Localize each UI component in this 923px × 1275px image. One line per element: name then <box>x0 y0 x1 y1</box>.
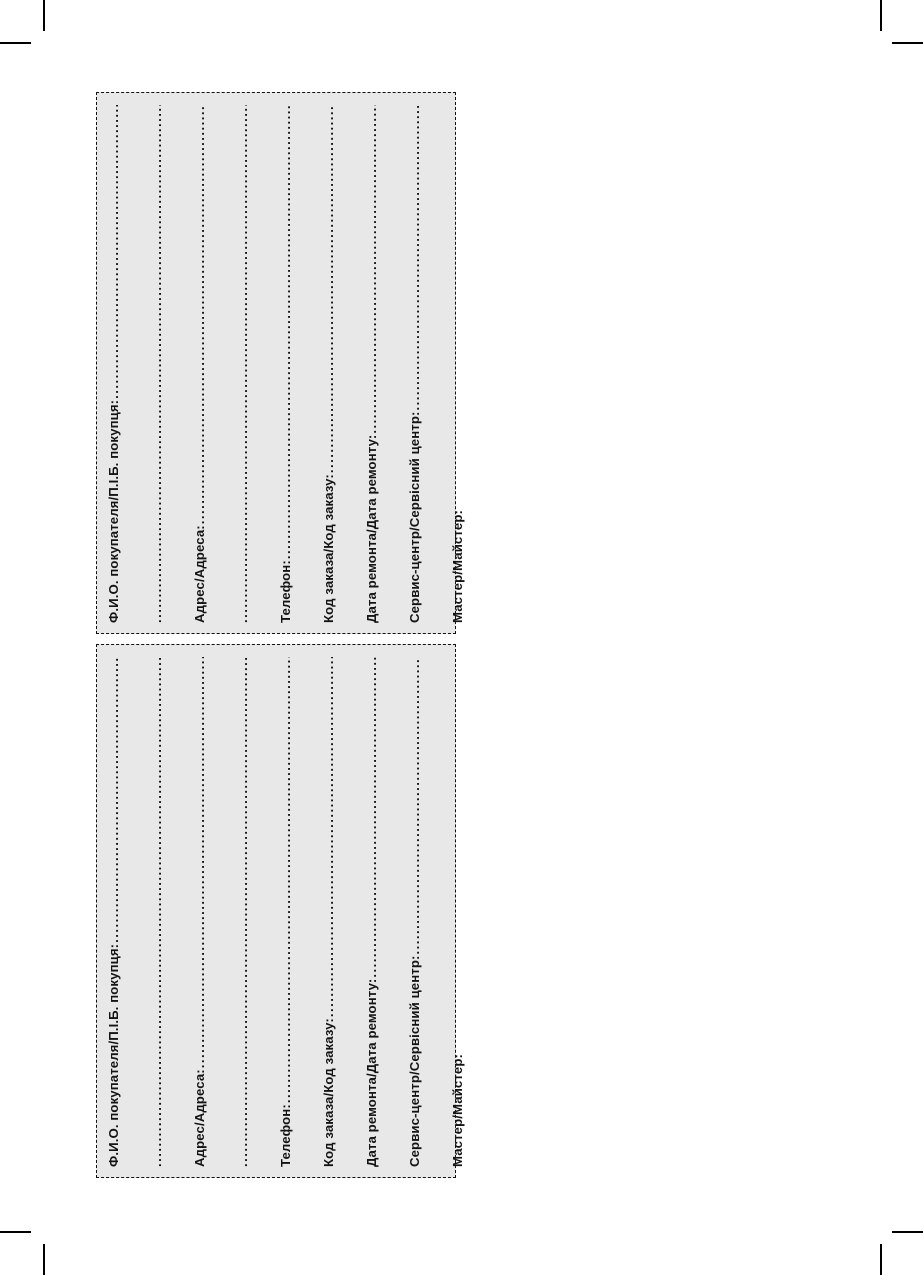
field-label: Сервис-центр/Сервісний центр: <box>407 411 422 623</box>
field-row[interactable] <box>149 657 192 1167</box>
field-row[interactable]: Дата ремонта/Дата ремонту: <box>364 657 407 1167</box>
dotted-write-in-line[interactable] <box>235 657 250 1167</box>
field-row[interactable]: Адрес/Адреса: <box>192 657 235 1167</box>
crop-mark-bottom-left-vertical <box>43 1244 45 1275</box>
field-row-list: Ф.И.О. покупателя/П.І.Б. покупця: Адрес/А… <box>97 93 465 635</box>
crop-mark-top-left-horizontal <box>0 42 31 44</box>
dotted-write-in-line[interactable] <box>192 657 207 1068</box>
crop-mark-bottom-right-vertical <box>880 1244 882 1275</box>
crop-mark-top-left-vertical <box>43 0 45 31</box>
dotted-write-in-line[interactable] <box>364 657 379 978</box>
field-label: Ф.И.О. покупателя/П.І.Б. покупця: <box>106 943 121 1167</box>
dotted-write-in-line[interactable] <box>321 105 336 473</box>
crop-mark-bottom-right-horizontal <box>892 1231 923 1233</box>
field-row[interactable]: Телефон: <box>278 105 321 623</box>
field-row[interactable]: Сервис-центр/Сервісний центр: <box>407 105 450 623</box>
dotted-write-in-line[interactable] <box>149 105 164 623</box>
dotted-write-in-line[interactable] <box>106 657 121 943</box>
field-row[interactable]: Мастер/Майстер: <box>450 657 493 1167</box>
field-label: Дата ремонта/Дата ремонту: <box>364 434 379 623</box>
field-row-list: Ф.И.О. покупателя/П.І.Б. покупця: Адрес/А… <box>97 645 465 1179</box>
field-row[interactable]: Мастер/Майстер: <box>450 105 493 623</box>
field-row[interactable]: Код заказа/Код заказу: <box>321 105 364 623</box>
field-label: Адрес/Адреса: <box>192 1069 207 1167</box>
field-label: Код заказа/Код заказу: <box>321 1018 336 1167</box>
field-label: Код заказа/Код заказу: <box>321 474 336 623</box>
field-row[interactable]: Сервис-центр/Сервісний центр: <box>407 657 450 1167</box>
dotted-write-in-line[interactable] <box>278 657 293 1103</box>
field-row[interactable]: Код заказа/Код заказу: <box>321 657 364 1167</box>
field-label: Ф.И.О. покупателя/П.І.Б. покупця: <box>106 399 121 623</box>
dotted-write-in-line[interactable] <box>407 657 422 954</box>
dotted-write-in-line[interactable] <box>192 105 207 524</box>
field-label: Телефон: <box>278 1104 293 1167</box>
field-row[interactable]: Ф.И.О. покупателя/П.І.Б. покупця: <box>106 657 149 1167</box>
field-row[interactable]: Ф.И.О. покупателя/П.І.Б. покупця: <box>106 105 149 623</box>
rotated-content-plane: Ф.И.О. покупателя/П.І.Б. покупця: Адрес/А… <box>97 645 465 1179</box>
rotated-content-plane: Ф.И.О. покупателя/П.І.Б. покупця: Адрес/А… <box>97 93 465 635</box>
dotted-write-in-line[interactable] <box>106 105 121 399</box>
dotted-write-in-line[interactable] <box>235 105 250 623</box>
dotted-write-in-line[interactable] <box>149 657 164 1167</box>
field-label: Телефон: <box>278 560 293 623</box>
dotted-write-in-line[interactable] <box>278 105 293 559</box>
dotted-write-in-line[interactable] <box>407 105 422 410</box>
service-card-upper: Ф.И.О. покупателя/П.І.Б. покупця: Адрес/А… <box>96 92 465 635</box>
dotted-write-in-line[interactable] <box>321 657 336 1017</box>
field-row[interactable] <box>235 105 278 623</box>
crop-mark-bottom-left-horizontal <box>0 1231 31 1233</box>
field-label: Мастер/Майстер: <box>450 510 465 623</box>
crop-mark-top-right-vertical <box>880 0 882 31</box>
field-label: Сервис-центр/Сервісний центр: <box>407 955 422 1167</box>
field-label: Адрес/Адреса: <box>192 525 207 623</box>
dotted-write-in-line[interactable] <box>364 105 379 434</box>
field-row[interactable]: Телефон: <box>278 657 321 1167</box>
field-row[interactable]: Дата ремонта/Дата ремонту: <box>364 105 407 623</box>
field-label: Мастер/Майстер: <box>450 1054 465 1167</box>
field-row[interactable] <box>235 657 278 1167</box>
service-card-lower: Ф.И.О. покупателя/П.І.Б. покупця: Адрес/А… <box>96 644 465 1179</box>
crop-mark-top-right-horizontal <box>892 42 923 44</box>
field-row[interactable]: Адрес/Адреса: <box>192 105 235 623</box>
field-label: Дата ремонта/Дата ремонту: <box>364 978 379 1167</box>
field-row[interactable] <box>149 105 192 623</box>
